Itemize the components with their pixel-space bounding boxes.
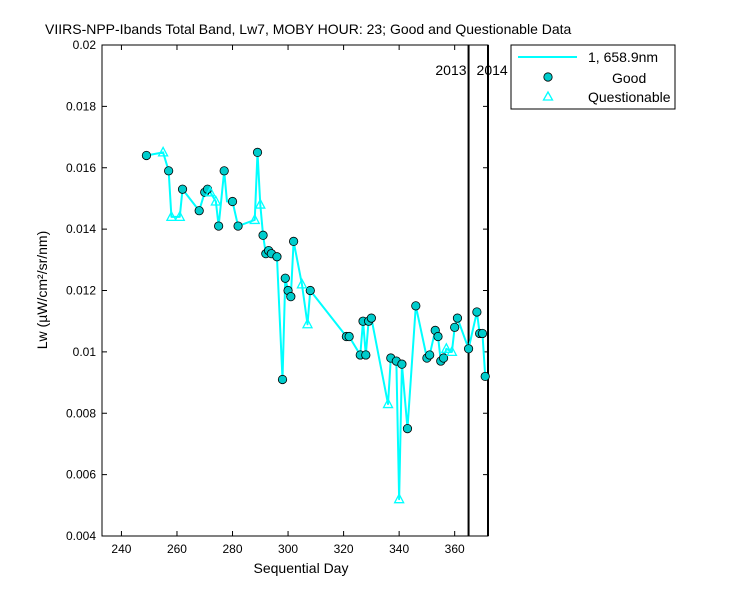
legend-circle-swatch bbox=[543, 72, 553, 82]
good-point bbox=[280, 273, 290, 283]
legend-triangle-swatch bbox=[542, 90, 554, 101]
good-point bbox=[286, 292, 296, 302]
good-point bbox=[258, 230, 268, 240]
good-point bbox=[411, 301, 421, 311]
legend-label-questionable: Questionable bbox=[588, 89, 671, 105]
questionable-point bbox=[204, 185, 216, 197]
x-tick-label: 300 bbox=[278, 542, 298, 556]
plot-frame bbox=[101, 44, 489, 537]
questionable-point bbox=[249, 213, 261, 225]
good-point bbox=[194, 206, 204, 216]
good-point bbox=[141, 150, 152, 161]
good-point bbox=[272, 252, 282, 262]
x-tick-label: 340 bbox=[389, 542, 409, 556]
good-point bbox=[438, 353, 449, 363]
good-point bbox=[452, 313, 463, 323]
good-point bbox=[252, 147, 263, 158]
plot-area: 240 260 280 300 320 340 360 0.004 0.006 0.008 0.01… bbox=[66, 38, 508, 556]
y-tick-label: 0.016 bbox=[66, 161, 96, 175]
y-tick-label: 0.01 bbox=[73, 345, 97, 359]
y-tick-label: 0.018 bbox=[66, 99, 96, 113]
questionable-point bbox=[157, 146, 169, 157]
year-boundaries: 2013 2014 bbox=[435, 45, 508, 536]
questionable-point bbox=[296, 277, 308, 289]
year-label-2013: 2013 bbox=[435, 62, 466, 78]
good-point bbox=[277, 374, 288, 385]
x-tick-label: 280 bbox=[223, 542, 243, 556]
year-label-2014: 2014 bbox=[477, 62, 508, 78]
good-point bbox=[402, 423, 413, 434]
good-point bbox=[480, 371, 490, 382]
y-tick-label: 0.004 bbox=[66, 529, 96, 543]
y-tick-label: 0.014 bbox=[66, 222, 96, 236]
good-point bbox=[227, 196, 238, 207]
good-point bbox=[472, 307, 482, 317]
good-point bbox=[397, 359, 407, 369]
questionable-point bbox=[446, 345, 458, 357]
good-point bbox=[289, 236, 299, 246]
good-point bbox=[425, 350, 435, 360]
y-tick-label: 0.02 bbox=[73, 38, 97, 52]
chart-title: VIIRS-NPP-Ibands Total Band, Lw7, MOBY H… bbox=[45, 21, 572, 37]
good-point bbox=[450, 322, 460, 332]
x-tick-label: 360 bbox=[445, 542, 465, 556]
y-tick-label: 0.006 bbox=[66, 468, 96, 482]
good-point bbox=[366, 313, 376, 323]
x-tick-label: 240 bbox=[111, 542, 131, 556]
questionable-point bbox=[440, 342, 452, 353]
legend-box bbox=[510, 44, 676, 110]
questionable-point bbox=[301, 317, 314, 329]
legend-label-line: 1, 658.9nm bbox=[588, 49, 658, 65]
questionable-point bbox=[382, 397, 394, 409]
questionable-point bbox=[393, 492, 405, 504]
good-point bbox=[233, 221, 243, 231]
questionable-point bbox=[165, 210, 178, 222]
good-point bbox=[305, 285, 315, 296]
questionable-point bbox=[210, 195, 222, 206]
legend-label-good: Good bbox=[612, 70, 646, 86]
series-marks bbox=[141, 146, 490, 504]
questionable-point bbox=[254, 198, 266, 209]
x-tick-label: 320 bbox=[334, 542, 354, 556]
x-axis-title: Sequential Day bbox=[254, 560, 349, 576]
y-tick-label: 0.012 bbox=[66, 284, 96, 298]
y-axis-title: Lw (µW/cm²/sr/nm) bbox=[34, 231, 50, 350]
good-point bbox=[433, 331, 443, 342]
x-tick-label: 260 bbox=[167, 542, 187, 556]
questionable-point bbox=[174, 210, 186, 222]
good-point bbox=[477, 328, 488, 339]
y-tick-label: 0.008 bbox=[66, 406, 96, 420]
good-point bbox=[344, 331, 354, 342]
good-point bbox=[164, 166, 174, 176]
good-point bbox=[219, 166, 229, 176]
good-point bbox=[361, 350, 371, 360]
good-point bbox=[463, 344, 474, 354]
good-point bbox=[177, 184, 188, 194]
good-point bbox=[214, 221, 224, 231]
legend: 1, 658.9nm Good Questionable bbox=[510, 44, 676, 110]
axis-ticks: 240 260 280 300 320 340 360 0.004 0.006 0.008 0.01… bbox=[66, 38, 488, 556]
